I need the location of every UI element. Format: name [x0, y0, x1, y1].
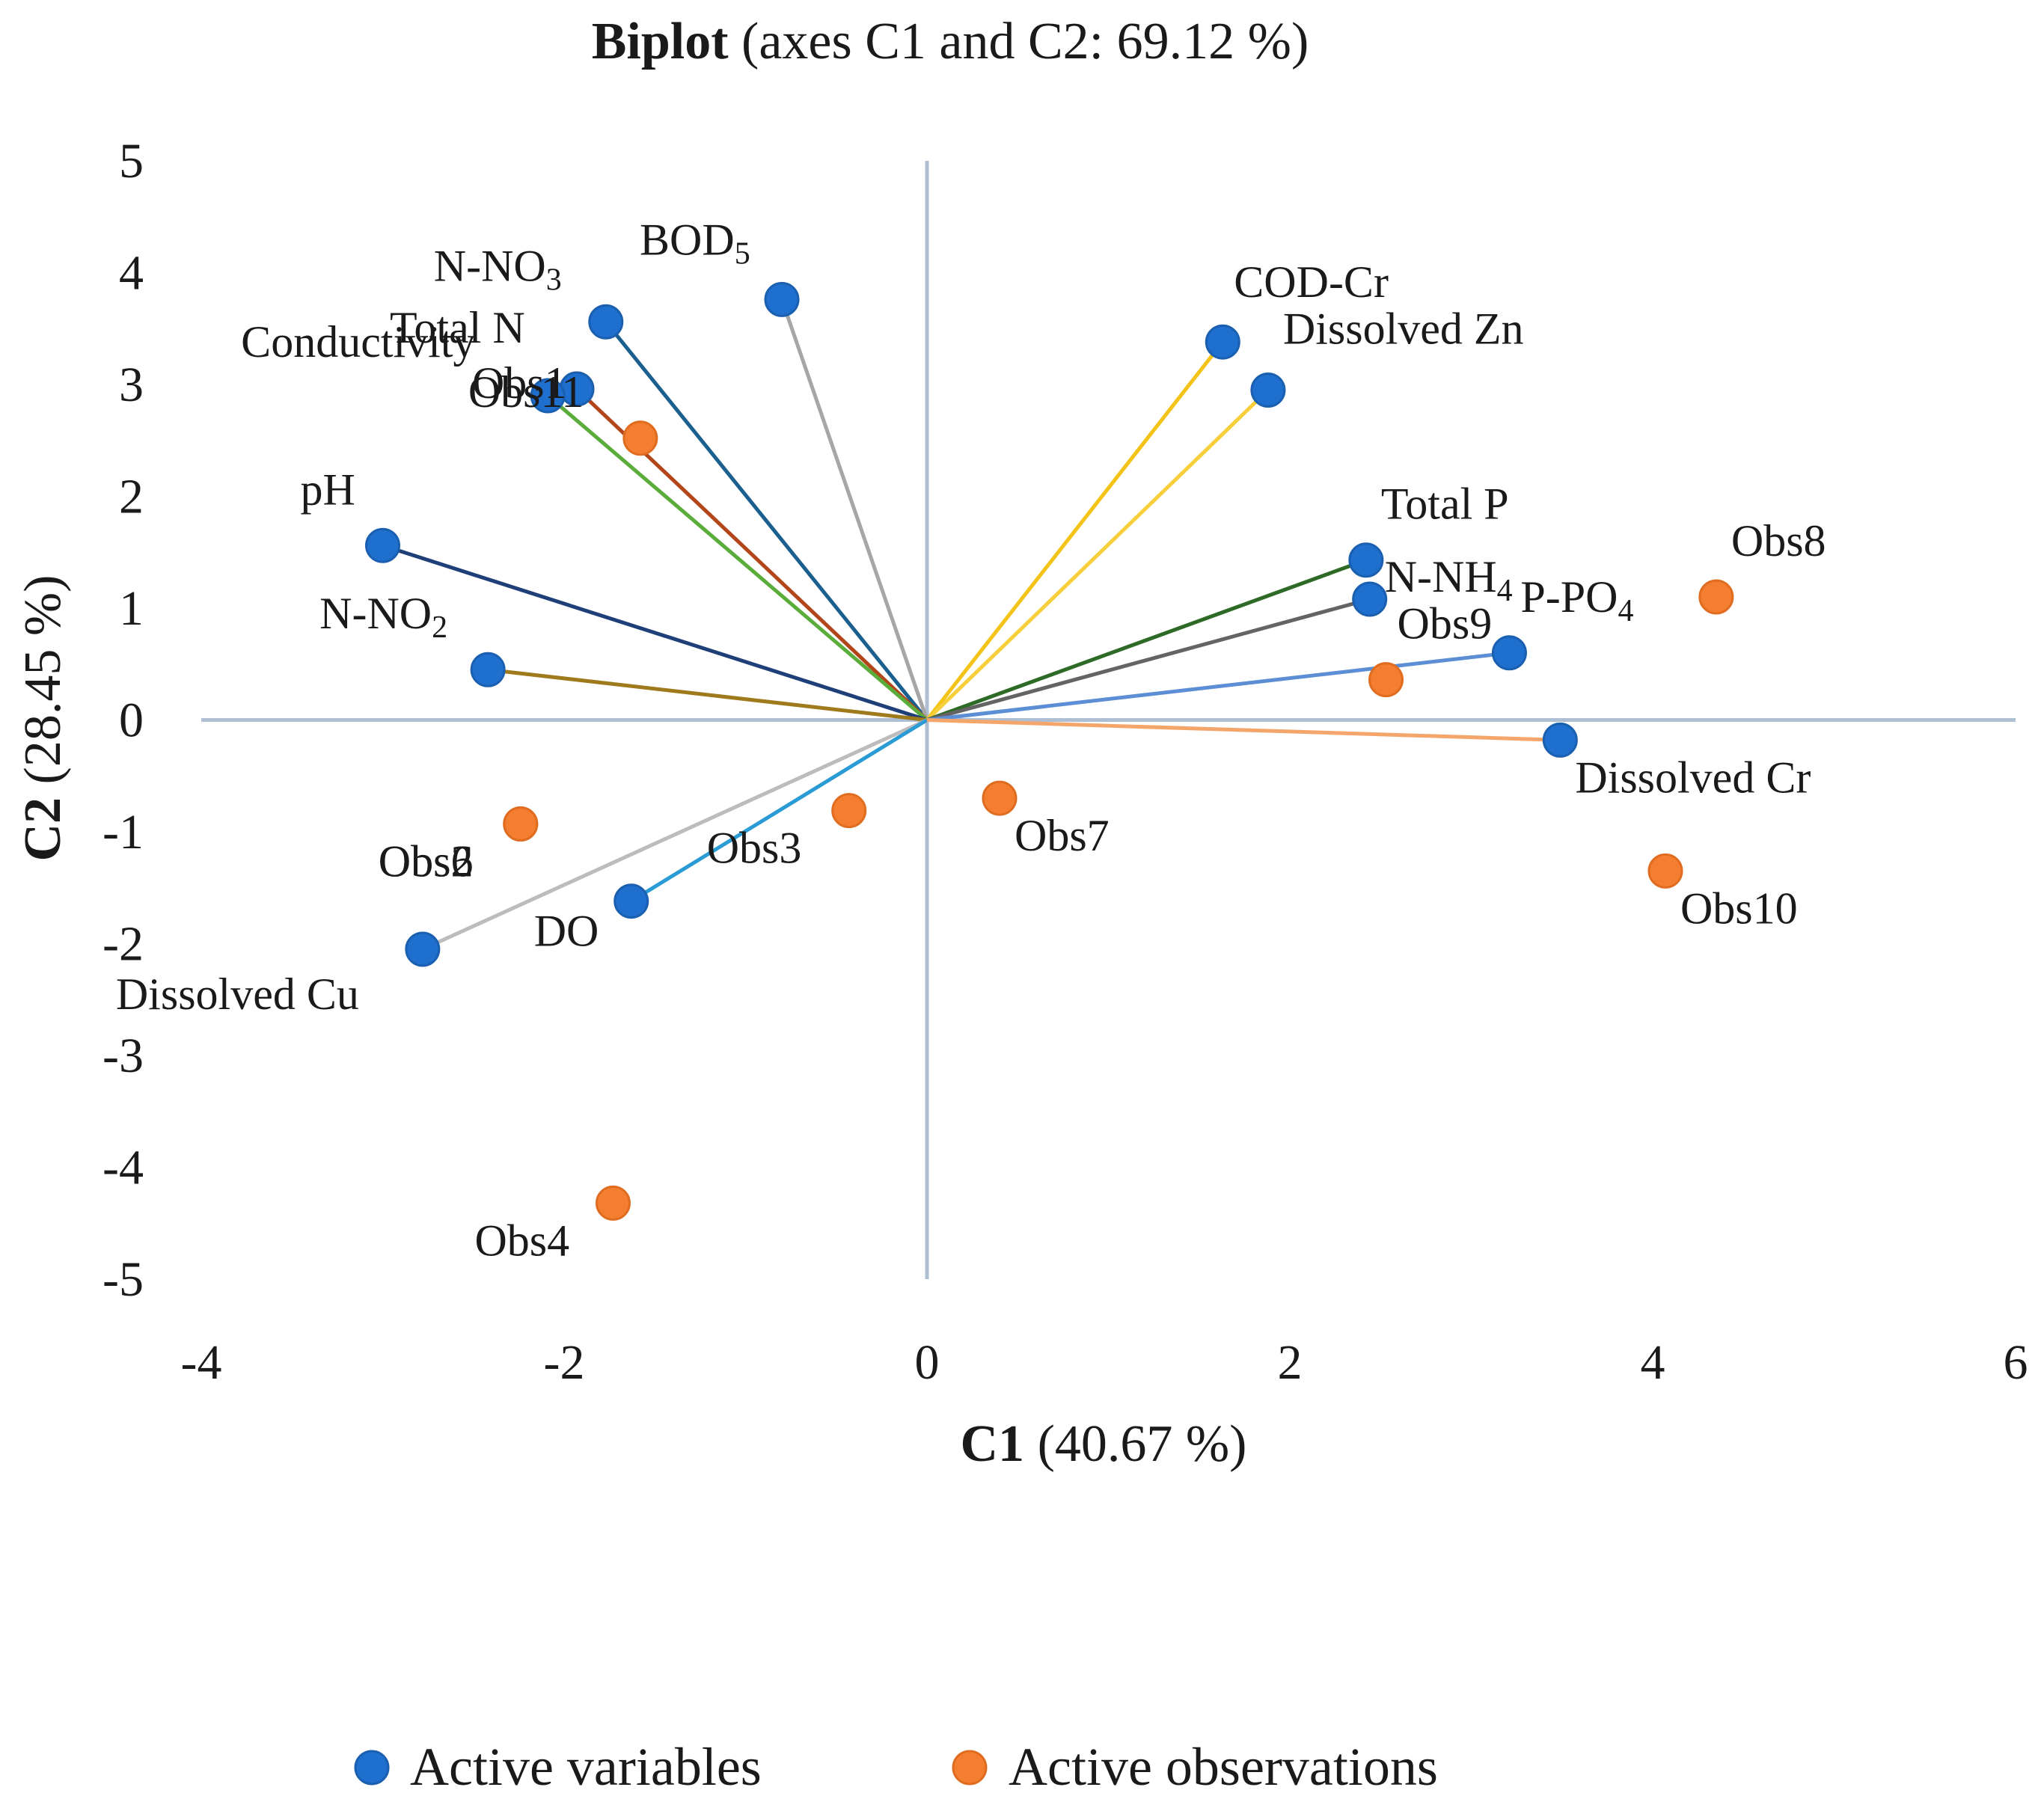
observation-point — [1368, 662, 1404, 698]
y-tick-label: -5 — [102, 1252, 144, 1307]
variable-point — [588, 304, 624, 340]
x-tick-label: 0 — [915, 1335, 940, 1390]
legend-variables-marker — [354, 1750, 390, 1786]
y-tick-label: -3 — [102, 1029, 144, 1083]
variable-label: Total N — [390, 303, 525, 352]
loading-vector — [926, 558, 1367, 722]
variable-point — [1491, 635, 1527, 671]
observation-label: Obs2 — [379, 837, 474, 886]
variable-point — [405, 931, 441, 967]
observation-point — [595, 1185, 631, 1221]
chart-title: Biplot (axes C1 and C2: 69.12 %) — [592, 13, 1309, 70]
observation-label: Obs10 — [1680, 883, 1798, 933]
variable-point — [530, 378, 566, 414]
legend: Active variables Active observations — [354, 1737, 1438, 1797]
variable-point — [365, 527, 400, 563]
variable-label: Conductivity — [241, 317, 475, 367]
y-axis-title: C2 (28.45 %) — [14, 575, 72, 862]
y-tick-label: 4 — [119, 246, 144, 301]
legend-observations-marker — [952, 1750, 988, 1786]
observation-point — [831, 793, 867, 829]
variable-label: N-NO3 — [434, 241, 562, 297]
observation-point — [1647, 853, 1683, 889]
observation-label: Obs4 — [474, 1216, 569, 1265]
variable-point — [470, 652, 506, 687]
legend-variables-label: Active variables — [410, 1737, 762, 1797]
loading-vector — [925, 340, 1225, 722]
x-tick-label: 2 — [1278, 1335, 1303, 1390]
observation-point — [503, 806, 539, 842]
loading-vector — [382, 543, 928, 722]
loading-vector — [487, 667, 928, 722]
variable-label: Total P — [1381, 479, 1509, 529]
variable-point — [1542, 722, 1578, 758]
observation-point — [1698, 579, 1734, 615]
loading-vector — [421, 718, 928, 951]
observation-label: Obs6 — [379, 837, 474, 886]
variable-point — [1205, 324, 1240, 360]
x-axis-title: C1 (40.67 %) — [961, 1415, 1247, 1473]
loading-vector — [926, 597, 1371, 722]
x-tick-label: 4 — [1641, 1335, 1665, 1390]
variable-point — [613, 883, 649, 919]
observation-label: Obs11 — [468, 367, 584, 417]
x-tick-label: 6 — [2004, 1335, 2028, 1390]
loading-vector — [926, 651, 1510, 722]
variable-label: Dissolved Cr — [1575, 753, 1811, 802]
y-tick-label: 5 — [119, 134, 144, 189]
observation-label: Obs7 — [1015, 811, 1110, 860]
y-tick-label: 3 — [119, 358, 144, 412]
variable-label: Dissolved Zn — [1283, 304, 1524, 353]
variable-point — [1250, 372, 1286, 408]
observation-label: Obs8 — [1731, 516, 1826, 566]
loading-vector — [630, 718, 928, 903]
variable-label: DO — [534, 907, 599, 956]
variable-point — [1348, 542, 1384, 578]
x-tick-label: -4 — [181, 1335, 222, 1390]
variable-label: N-NO2 — [319, 589, 447, 645]
y-tick-label: -2 — [102, 917, 144, 972]
observation-point — [622, 420, 658, 456]
y-tick-label: 0 — [119, 693, 144, 748]
legend-observations-label: Active observations — [1009, 1737, 1438, 1797]
y-tick-label: 2 — [119, 470, 144, 524]
loading-vector — [926, 718, 1561, 742]
x-tick-label: -2 — [544, 1335, 585, 1390]
observation-label: Obs3 — [707, 824, 802, 873]
variable-point — [1352, 581, 1388, 617]
y-tick-label: -4 — [102, 1141, 144, 1195]
loading-vector — [604, 320, 928, 722]
variable-label: N-NH4 — [1385, 552, 1513, 608]
loading-vector — [546, 394, 928, 722]
variable-label: COD-Cr — [1234, 257, 1389, 307]
variable-label: BOD5 — [640, 215, 750, 271]
variable-label: P-PO4 — [1520, 572, 1633, 628]
loading-vector — [925, 388, 1270, 722]
y-tick-label: -1 — [102, 805, 144, 859]
observation-label: Obs1 — [472, 358, 567, 408]
variable-label: pH — [301, 465, 355, 514]
observation-point — [982, 780, 1018, 816]
variable-label: Dissolved Cu — [116, 969, 359, 1019]
y-tick-label: 1 — [119, 581, 144, 636]
loading-vector — [780, 298, 929, 721]
observation-label: Obs9 — [1398, 599, 1493, 649]
variable-point — [764, 281, 800, 317]
